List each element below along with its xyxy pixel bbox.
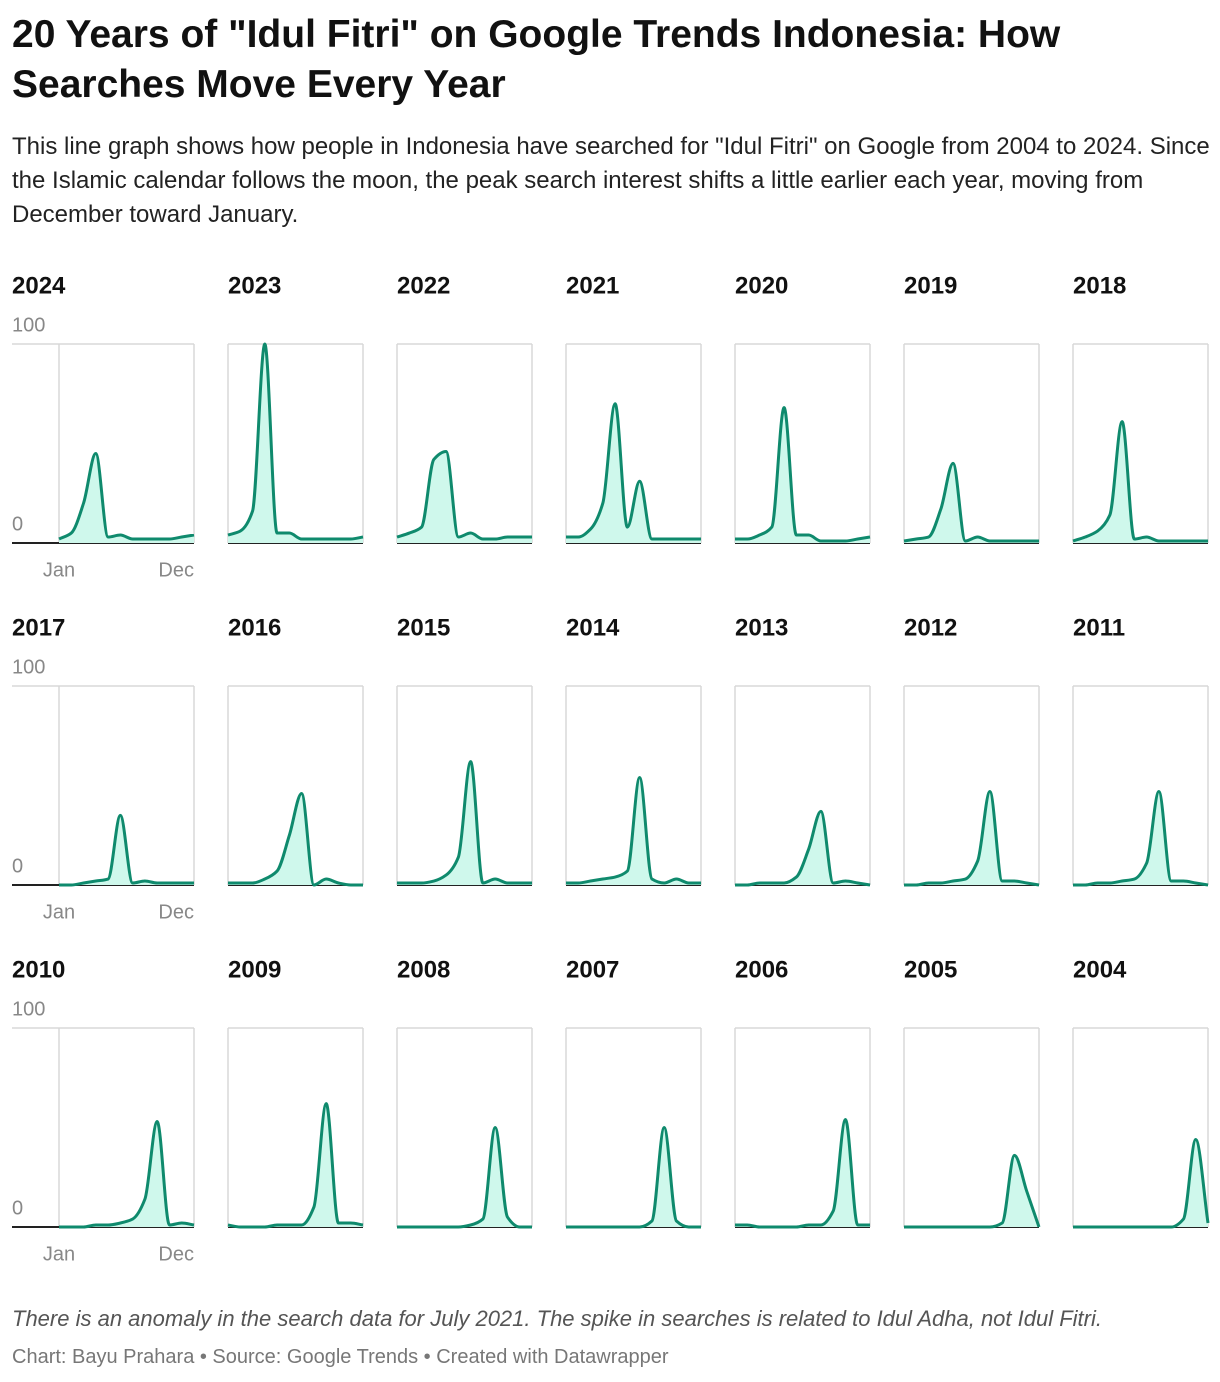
y-tick-label: 100 bbox=[12, 656, 45, 678]
area bbox=[59, 1121, 194, 1227]
line bbox=[735, 1118, 870, 1229]
x-tick-label: Jan bbox=[43, 901, 75, 923]
panel-title: 2013 bbox=[735, 614, 788, 641]
area bbox=[1073, 1139, 1208, 1227]
panel-title: 2008 bbox=[397, 956, 450, 983]
credit: Chart: Bayu Prahara • Source: Google Tre… bbox=[12, 1346, 669, 1368]
panel-title: 2012 bbox=[904, 614, 957, 641]
panel-title: 2006 bbox=[735, 956, 788, 983]
panel-title: 2024 bbox=[12, 272, 66, 299]
area bbox=[1073, 421, 1208, 543]
line bbox=[396, 449, 532, 541]
area bbox=[735, 407, 870, 543]
note: There is an anomaly in the search data f… bbox=[12, 1306, 1102, 1331]
panel-title: 2015 bbox=[397, 614, 450, 641]
area bbox=[904, 463, 1039, 543]
panel-title: 2014 bbox=[566, 614, 620, 641]
x-tick-label: Dec bbox=[158, 1243, 194, 1265]
line bbox=[58, 1120, 195, 1229]
line bbox=[1072, 789, 1209, 887]
line bbox=[58, 813, 194, 887]
panel-title: 2023 bbox=[228, 272, 281, 299]
line bbox=[566, 402, 701, 541]
line bbox=[903, 789, 1040, 887]
line bbox=[903, 461, 1039, 543]
area bbox=[59, 453, 194, 543]
area bbox=[904, 1155, 1039, 1227]
subtitle: This line graph shows how people in Indo… bbox=[12, 133, 1210, 228]
x-tick-label: Dec bbox=[158, 901, 194, 923]
area bbox=[397, 761, 532, 885]
title: 20 Years of "Idul Fitri" on Google Trend… bbox=[12, 13, 1061, 106]
area bbox=[228, 793, 363, 885]
line bbox=[227, 1102, 364, 1229]
line bbox=[227, 342, 364, 541]
x-tick-label: Jan bbox=[43, 1243, 75, 1265]
panel-title: 2005 bbox=[904, 956, 957, 983]
line bbox=[1072, 420, 1208, 543]
line bbox=[397, 760, 532, 885]
panel-title: 2019 bbox=[904, 272, 957, 299]
panel-title: 2004 bbox=[1073, 956, 1127, 983]
line bbox=[58, 451, 195, 541]
chart-grid: 2024 0 100 Jan Dec 2023 2022 2021 2020 2019 2018 20… bbox=[12, 272, 1210, 1265]
panel-title: 2022 bbox=[397, 272, 450, 299]
line bbox=[228, 791, 363, 887]
x-tick-label: Dec bbox=[158, 559, 194, 581]
panel-title: 2011 bbox=[1073, 614, 1125, 641]
area bbox=[566, 403, 701, 543]
panel-title: 2017 bbox=[12, 614, 65, 641]
line bbox=[1072, 1137, 1210, 1229]
area bbox=[397, 1127, 532, 1227]
line bbox=[566, 776, 701, 885]
panel-title: 2010 bbox=[12, 956, 65, 983]
panel-title: 2021 bbox=[566, 272, 619, 299]
y-tick-label: 0 bbox=[12, 855, 23, 877]
panel-title: 2009 bbox=[228, 956, 281, 983]
line bbox=[903, 1153, 1041, 1229]
line bbox=[396, 1126, 532, 1229]
y-tick-label: 0 bbox=[12, 513, 23, 535]
x-tick-label: Jan bbox=[43, 559, 75, 581]
area bbox=[735, 811, 870, 885]
area bbox=[1073, 791, 1208, 885]
area bbox=[228, 1103, 363, 1227]
y-tick-label: 0 bbox=[12, 1197, 23, 1219]
y-tick-label: 100 bbox=[12, 314, 45, 336]
area bbox=[228, 344, 363, 543]
line bbox=[734, 809, 871, 887]
panel-title: 2018 bbox=[1073, 272, 1126, 299]
line bbox=[735, 406, 871, 543]
panel-title: 2016 bbox=[228, 614, 281, 641]
area bbox=[566, 1127, 701, 1227]
panel-title: 2007 bbox=[566, 956, 619, 983]
panel-title: 2020 bbox=[735, 272, 788, 299]
line bbox=[565, 1126, 701, 1229]
y-tick-label: 100 bbox=[12, 998, 45, 1020]
